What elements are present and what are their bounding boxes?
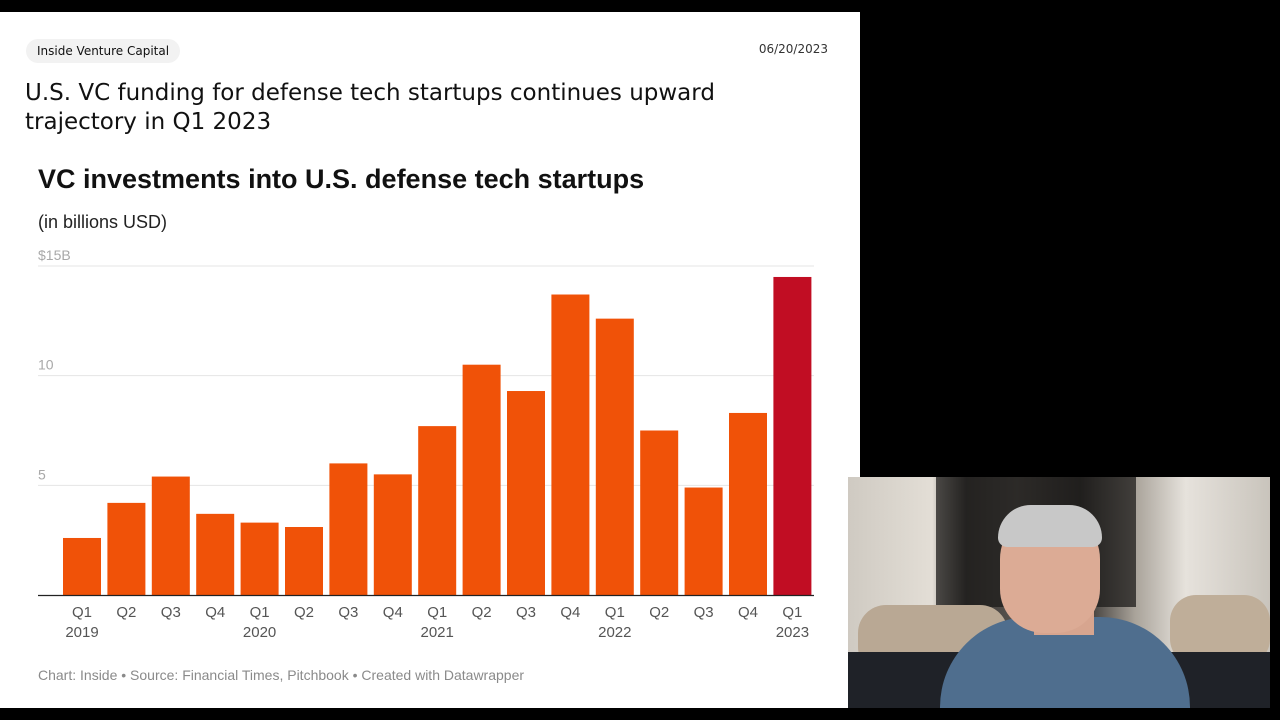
webcam-presenter-video — [848, 477, 1270, 708]
y-tick-label: $15B — [38, 247, 71, 263]
bar — [595, 318, 634, 595]
bar — [551, 294, 590, 595]
bar-chart: 5 10 $15B Q1 2019 Q2 Q3 Q4 Q1 2020 Q2 Q3 Q4 Q1 2021 Q2 Q… — [38, 247, 814, 641]
x-tick-label: Q3 — [338, 604, 358, 621]
chart-title: VC investments into U.S. defense tech st… — [38, 164, 645, 194]
x-tick-label: Q1 — [782, 604, 802, 621]
bar — [329, 463, 368, 595]
x-tick-label: Q3 — [516, 604, 536, 621]
bar — [285, 527, 323, 595]
x-tick-label: Q1 — [250, 604, 270, 621]
x-tick-label: Q3 — [694, 604, 714, 621]
bar — [462, 364, 501, 595]
x-tick-label: Q1 — [605, 604, 625, 621]
slide: Inside Venture Capital 06/20/2023 U.S. V… — [0, 12, 860, 708]
publish-date: 06/20/2023 — [758, 42, 828, 56]
x-tick-label: Q1 — [72, 604, 92, 621]
x-tick-label: Q2 — [116, 604, 136, 621]
x-tick-label: Q4 — [205, 604, 225, 621]
bar — [196, 513, 235, 595]
x-tick-label: Q2 — [472, 604, 492, 621]
bar — [240, 522, 279, 595]
bar — [773, 276, 812, 595]
headline: U.S. VC funding for defense tech startup… — [25, 80, 715, 135]
x-tick-label: Q2 — [649, 604, 669, 621]
bar — [684, 487, 723, 595]
x-tick-label: Q2 — [294, 604, 314, 621]
presenter-hair — [998, 505, 1102, 547]
y-tick-label: 5 — [38, 466, 46, 482]
x-tick-year-label: 2021 — [421, 624, 454, 641]
y-tick-label: 10 — [38, 357, 54, 373]
bar — [729, 412, 767, 595]
x-tick-year-label: 2023 — [776, 624, 809, 641]
x-tick-label: Q1 — [427, 604, 447, 621]
bar — [640, 430, 679, 595]
x-tick-year-label: 2020 — [243, 624, 276, 641]
bar — [507, 391, 545, 595]
x-tick-label: Q4 — [560, 604, 580, 621]
bar — [373, 474, 412, 595]
chart-source: Chart: Inside • Source: Financial Times,… — [38, 667, 525, 683]
x-tick-label: Q4 — [383, 604, 403, 621]
x-tick-label: Q3 — [161, 604, 181, 621]
bar — [418, 426, 457, 595]
x-tick-year-label: 2022 — [598, 624, 631, 641]
x-tick-year-label: 2019 — [65, 624, 98, 641]
bar — [151, 476, 190, 595]
x-tick-label: Q4 — [738, 604, 758, 621]
publication-badge: Inside Venture Capital — [26, 39, 181, 63]
chart-subtitle: (in billions USD) — [38, 212, 168, 232]
bar — [63, 537, 101, 595]
bar — [107, 502, 146, 595]
